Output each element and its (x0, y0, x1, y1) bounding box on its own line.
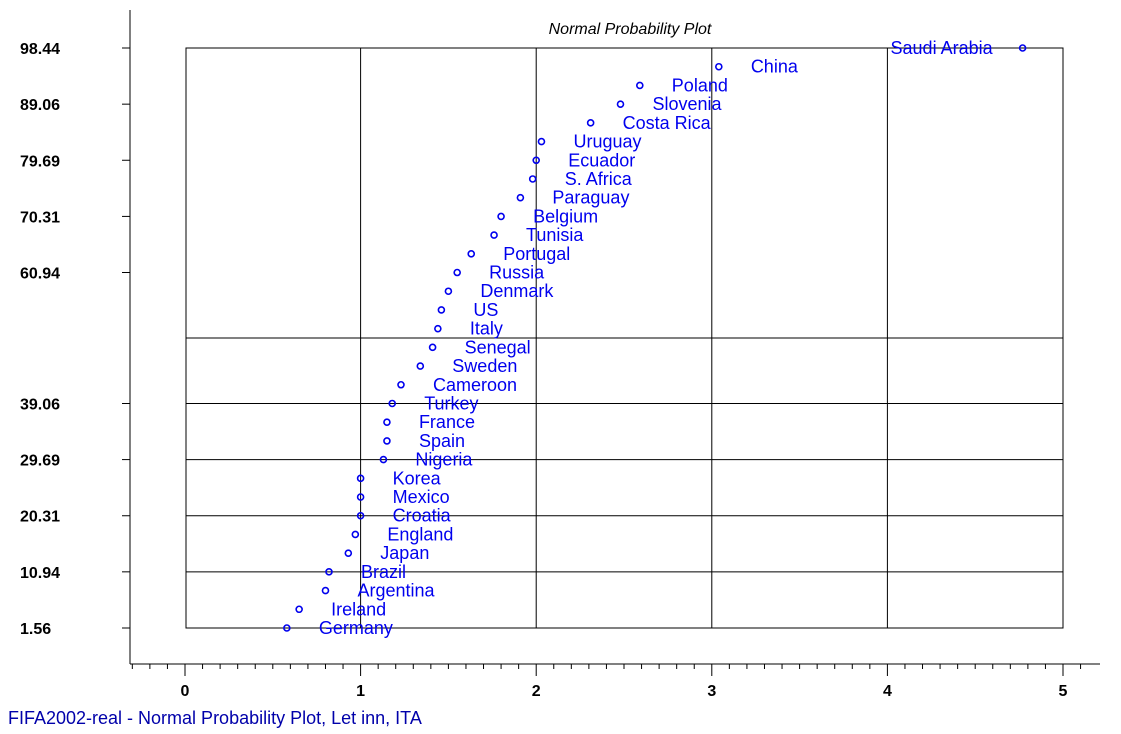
data-point (437, 306, 446, 314)
point-label: Senegal (465, 337, 531, 357)
point-label: Brazil (361, 562, 406, 582)
point-label: Turkey (424, 393, 478, 413)
point-label: Poland (672, 75, 728, 95)
data-point (532, 156, 541, 165)
data-point (636, 81, 644, 90)
data-point (715, 62, 723, 71)
point-label: Nigeria (415, 450, 473, 470)
chart-title: Normal Probability Plot (549, 21, 712, 38)
y-tick-label: 10.94 (20, 565, 60, 582)
data-point (586, 119, 595, 127)
footer-caption: FIFA2002-real - Normal Probability Plot,… (8, 708, 422, 728)
y-tick-label: 60.94 (20, 266, 60, 283)
y-tick-label: 70.31 (20, 209, 60, 226)
point-label: Uruguay (573, 132, 641, 152)
data-point (497, 212, 505, 221)
data-point (428, 343, 437, 352)
data-point (453, 268, 461, 277)
point-label: Mexico (393, 487, 450, 507)
point-label: Costa Rica (623, 113, 712, 133)
point-label: Sweden (452, 356, 517, 376)
data-point (356, 474, 365, 483)
point-label: Paraguay (552, 188, 629, 208)
y-tick-label: 39.06 (20, 396, 60, 413)
point-label: Tunisia (526, 225, 584, 245)
y-tick-label: 29.69 (20, 453, 60, 470)
data-point (397, 380, 405, 389)
point-label: Russia (489, 263, 545, 283)
data-point (356, 493, 365, 501)
point-label: China (751, 57, 799, 77)
x-tick-label: 3 (707, 683, 716, 700)
data-point (1018, 44, 1027, 52)
y-tick-label: 89.06 (20, 97, 60, 114)
data-point (416, 362, 425, 370)
data-point (356, 511, 365, 520)
data-point (321, 586, 330, 595)
data-point (383, 437, 391, 445)
data-point (444, 287, 453, 296)
point-label: Italy (470, 319, 503, 339)
point-label: France (419, 412, 475, 432)
data-point (528, 175, 537, 183)
point-label: S. Africa (565, 169, 633, 189)
point-label: England (387, 524, 453, 544)
point-label: Japan (380, 543, 429, 563)
point-label: Belgium (533, 206, 598, 226)
point-label: Spain (419, 431, 465, 451)
data-point (516, 193, 525, 202)
data-point (383, 418, 391, 426)
point-label: Portugal (503, 244, 570, 264)
y-tick-label: 79.69 (20, 153, 60, 170)
point-label: US (473, 300, 498, 320)
point-label: Germany (319, 618, 393, 638)
point-label: Croatia (393, 506, 452, 526)
data-point (325, 568, 333, 576)
point-label: Argentina (357, 581, 435, 601)
y-tick-label: 1.56 (20, 621, 51, 638)
data-point (434, 324, 442, 333)
point-label: Denmark (480, 281, 554, 301)
x-tick-label: 0 (181, 683, 190, 700)
data-point (490, 231, 498, 239)
y-tick-label: 98.44 (20, 41, 60, 58)
data-point (616, 100, 625, 108)
point-label: Korea (393, 468, 442, 488)
point-label: Cameroon (433, 375, 517, 395)
point-label: Ecuador (568, 150, 635, 170)
data-point (537, 137, 546, 146)
data-point (379, 455, 388, 464)
x-tick-label: 4 (883, 683, 892, 700)
data-point (388, 399, 397, 408)
x-tick-label: 1 (356, 683, 365, 700)
data-point (344, 549, 353, 557)
data-point (295, 605, 303, 614)
point-label: Ireland (331, 599, 386, 619)
data-point (351, 530, 360, 539)
data-point (467, 250, 476, 258)
point-label: Saudi Arabia (891, 38, 994, 58)
point-label: Slovenia (652, 94, 722, 114)
y-tick-label: 20.31 (20, 509, 60, 526)
data-point (283, 624, 291, 632)
x-tick-label: 2 (532, 683, 541, 700)
x-tick-label: 5 (1059, 683, 1068, 700)
